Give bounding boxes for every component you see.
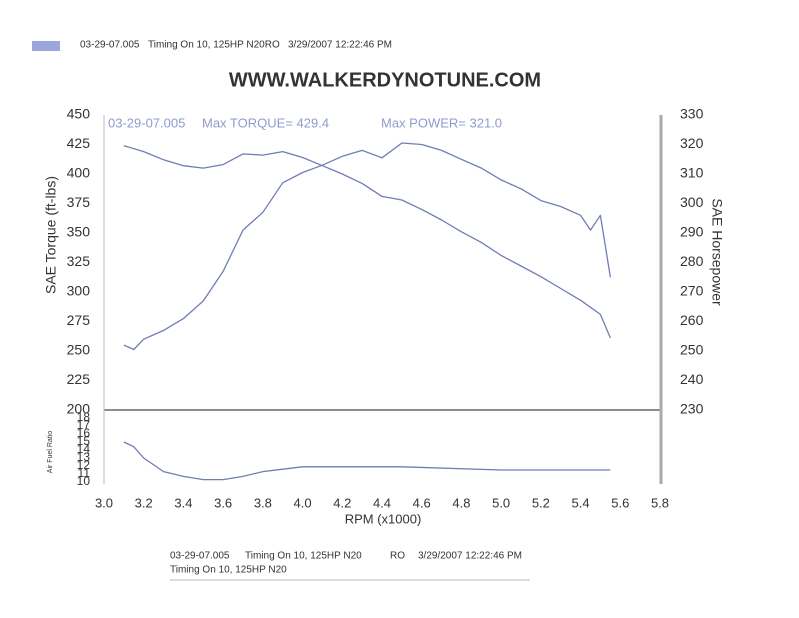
footer-line2: Timing On 10, 125HP N20 [170,565,287,576]
x-tick-label: 3.4 [174,495,192,510]
x-tick-label: 3.2 [135,495,153,510]
y2-tick-label: 260 [680,312,704,328]
x-tick-label: 4.4 [373,495,391,510]
y2-tick-label: 330 [680,106,704,122]
y-tick-label: 15 [77,434,91,448]
annotation: 03-29-07.005 [108,115,185,130]
x-tick-label: 5.4 [572,495,590,510]
header-swatch [32,41,60,51]
y-tick-label: 300 [67,283,91,299]
y-tick-label: 17 [77,418,91,432]
y-tick-label: 350 [67,224,91,240]
y2-tick-label: 320 [680,135,704,151]
y2-tick-label: 230 [680,401,704,417]
y-tick-label: 12 [77,458,91,472]
x-tick-label: 4.8 [452,495,470,510]
y-tick-label: 18 [77,410,91,424]
y-tick-label: 250 [67,342,91,358]
footer-timestamp: 3/29/2007 12:22:46 PM [418,551,522,562]
y-axis-label: SAE Torque (ft-lbs) [43,176,59,294]
data-line [123,441,611,481]
x-tick-label: 5.6 [611,495,629,510]
y-tick-label: 13 [77,450,91,464]
y-tick-label: 325 [67,253,91,269]
chart-title: WWW.WALKERDYNOTUNE.COM [229,69,541,91]
y2-axis-label: SAE Horsepower [709,198,725,306]
x-tick-label: 3.0 [95,495,113,510]
y-tick-label: 400 [67,165,91,181]
annotation: Max TORQUE= 429.4 [202,115,329,130]
x-tick-label: 4.2 [333,495,351,510]
afr-axis-label: Air Fuel Ratio [47,431,54,474]
y2-tick-label: 310 [680,165,704,181]
y2-tick-label: 280 [680,253,704,269]
annotation: Max POWER= 321.0 [381,115,502,130]
y-tick-label: 11 [78,466,91,480]
header-description: Timing On 10, 125HP N20RO [148,40,280,51]
data-line [123,145,611,339]
y-tick-label: 16 [77,426,91,440]
x-tick-label: 4.0 [294,495,312,510]
x-tick-label: 5.2 [532,495,550,510]
y-tick-label: 14 [77,442,91,456]
x-tick-label: 3.6 [214,495,232,510]
y-tick-label: 225 [67,371,91,387]
x-axis-label: RPM (x1000) [345,511,422,526]
y2-tick-label: 270 [680,283,704,299]
y-tick-label: 450 [67,106,91,122]
data-line [123,142,612,351]
footer-code: RO [390,551,405,562]
footer-description: Timing On 10, 125HP N20 [245,551,362,562]
y2-tick-label: 250 [680,342,704,358]
y-tick-label: 275 [67,312,91,328]
y2-tick-label: 290 [680,224,704,240]
y-tick-label: 375 [67,194,91,210]
footer-run: 03-29-07.005 [170,551,230,562]
x-tick-label: 5.8 [651,495,669,510]
x-tick-label: 4.6 [413,495,431,510]
y-tick-label: 10 [77,474,91,488]
x-tick-label: 5.0 [492,495,510,510]
y-tick-label: 200 [67,401,91,417]
y2-tick-label: 240 [680,371,704,387]
y2-tick-label: 300 [680,194,704,210]
y-tick-label: 425 [67,135,91,151]
header-run: 03-29-07.005 [80,40,140,51]
x-tick-label: 3.8 [254,495,272,510]
header-timestamp: 3/29/2007 12:22:46 PM [288,40,392,51]
